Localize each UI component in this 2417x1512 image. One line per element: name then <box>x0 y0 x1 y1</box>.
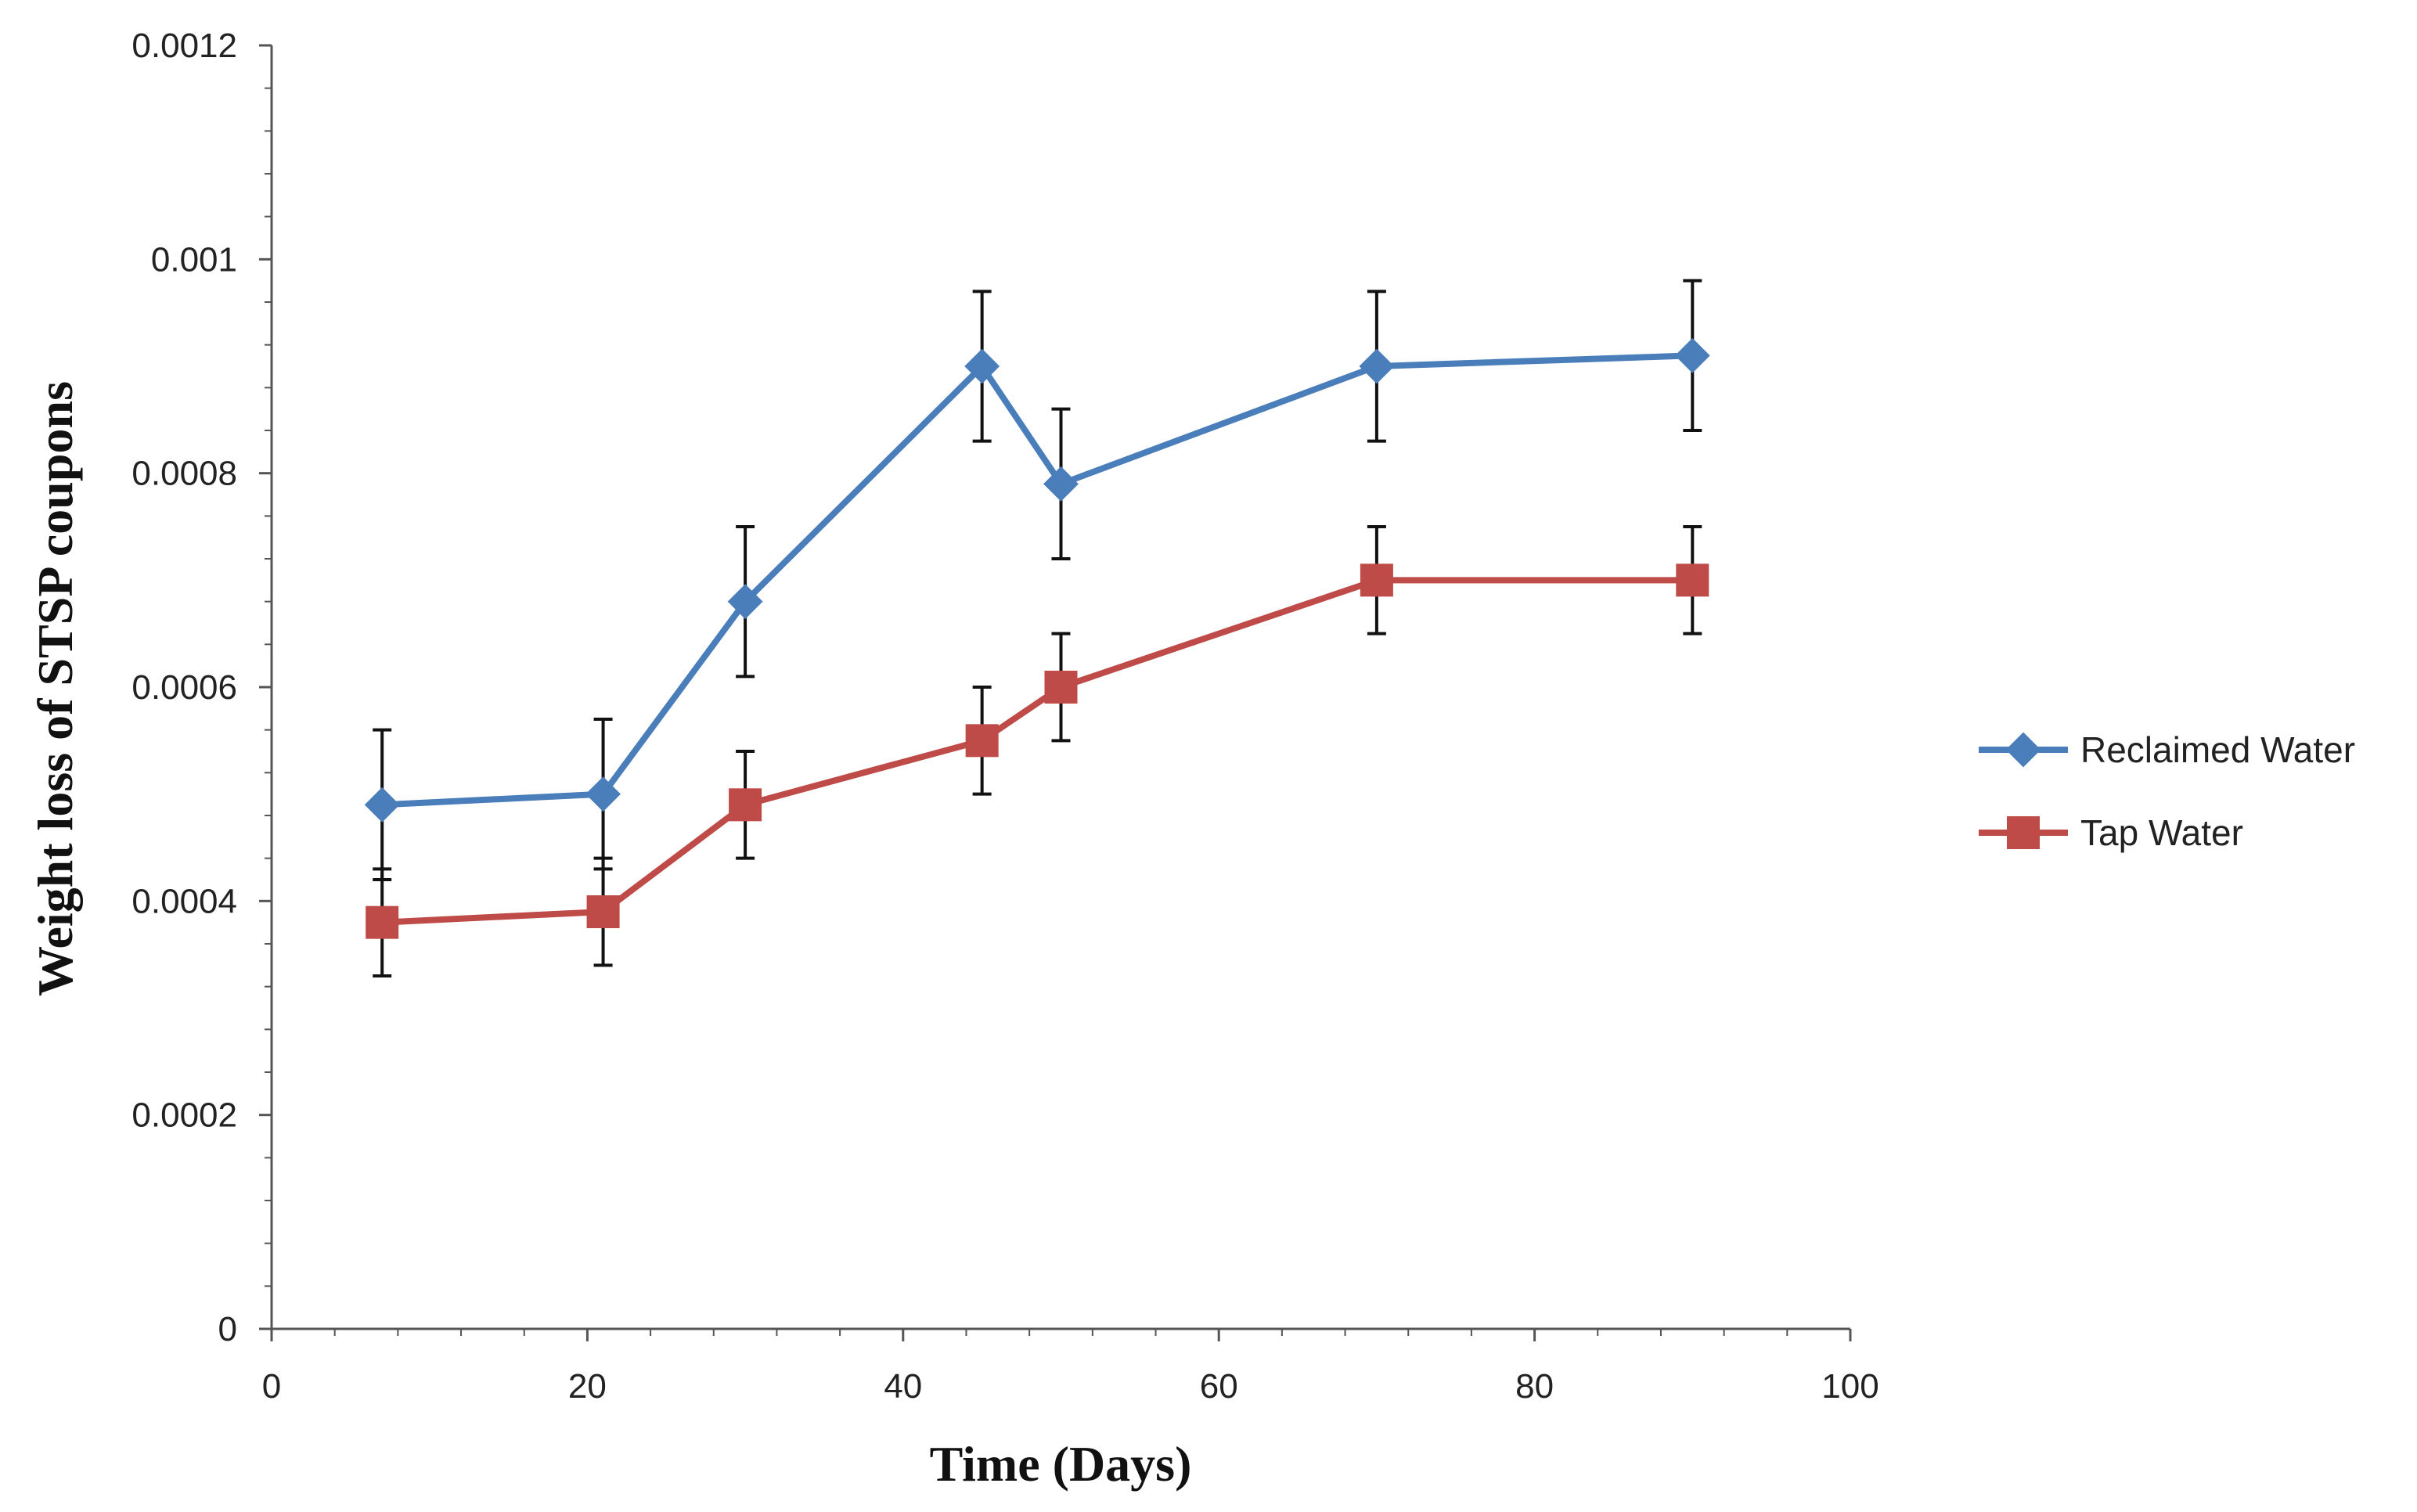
y-tick-label: 0.0004 <box>131 882 237 920</box>
x-tick-label: 60 <box>1200 1367 1238 1406</box>
y-tick-label: 0.001 <box>151 240 237 279</box>
y-tick-label: 0 <box>218 1310 237 1348</box>
legend-entry: Tap Water <box>1979 812 2243 853</box>
legend-marker <box>2005 732 2041 768</box>
x-tick-label: 20 <box>568 1367 607 1406</box>
y-tick-label: 0.0012 <box>131 27 237 65</box>
data-point <box>585 776 621 812</box>
legend-label: Reclaimed Water <box>2080 729 2355 770</box>
axes: 0 0.0002 0.0004 0.0006 0.0008 0.001 0.0012 0 20 4… <box>131 27 1878 1406</box>
x-tick-label: 100 <box>1821 1367 1878 1406</box>
data-point <box>727 584 763 620</box>
data-point <box>1044 671 1078 704</box>
data-point <box>364 787 400 823</box>
legend-label: Tap Water <box>2080 812 2243 853</box>
series-reclaimed-water <box>364 279 1710 881</box>
x-axis-title: Time (Days) <box>930 1436 1192 1492</box>
data-point <box>1043 466 1079 502</box>
x-tick-label: 0 <box>262 1367 281 1406</box>
data-point <box>729 788 762 822</box>
y-tick-label: 0.0006 <box>131 668 237 707</box>
data-point <box>1359 348 1395 384</box>
data-point <box>965 724 999 758</box>
y-tick-label: 0.0008 <box>131 455 237 493</box>
series-layer <box>364 279 1710 977</box>
y-tick-label: 0.0002 <box>131 1096 237 1135</box>
data-point <box>366 905 399 939</box>
x-tick-label: 80 <box>1515 1367 1554 1406</box>
data-point <box>1676 563 1709 597</box>
x-tick-label: 40 <box>884 1367 922 1406</box>
y-axis-title: Weight loss of STSP coupons <box>27 381 83 996</box>
legend: Reclaimed Water Tap Water <box>1979 729 2355 853</box>
data-point <box>1360 563 1393 597</box>
data-point <box>586 895 620 928</box>
legend-entry: Reclaimed Water <box>1979 729 2355 770</box>
data-point <box>964 348 1000 384</box>
data-point <box>1674 337 1710 373</box>
series-tap-water <box>366 525 1709 977</box>
legend-marker <box>2007 816 2040 849</box>
